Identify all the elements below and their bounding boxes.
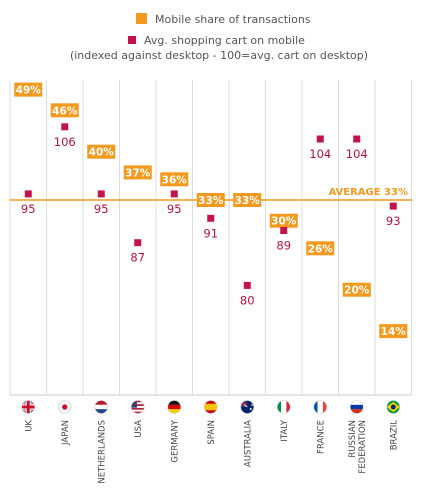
share-box	[269, 213, 298, 228]
share-box	[160, 172, 189, 187]
cart-label: 95	[94, 202, 109, 216]
brazil-flag-icon	[386, 400, 401, 414]
netherlands-flag-icon	[94, 400, 109, 414]
average-label: AVERAGE 33%	[328, 187, 408, 198]
legend-cart-line1: Avg. shopping cart on mobile	[144, 34, 305, 47]
cart-label: 106	[54, 135, 76, 149]
cart-marker	[389, 202, 397, 210]
cart-marker	[24, 190, 32, 198]
cart-label: 104	[346, 147, 368, 161]
share-label: 26%	[308, 243, 334, 255]
share-box	[87, 144, 116, 159]
category-label: USA	[134, 420, 144, 438]
share-label: 36%	[162, 174, 188, 186]
category-label: AUSTRALIA	[243, 420, 253, 467]
cart-marker	[316, 135, 324, 143]
uk-flag-icon	[21, 400, 36, 414]
share-box	[196, 193, 225, 207]
usa-flag-icon	[130, 400, 145, 414]
legend-swatch-cart	[128, 36, 136, 44]
germany-flag-icon	[167, 400, 182, 414]
cart-marker	[353, 135, 361, 143]
cart-label: 95	[21, 202, 36, 216]
category-label: FRANCE	[316, 420, 326, 454]
cart-marker	[243, 281, 251, 289]
category-label: ITALY	[280, 419, 290, 441]
category-label: JAPAN	[61, 420, 71, 446]
legend-mobile-share: Mobile share of transactions	[155, 13, 311, 26]
italy-flag-icon	[276, 400, 291, 414]
legend-cart-line2: (indexed against desktop - 100=avg. cart…	[70, 49, 368, 62]
share-box	[306, 241, 335, 256]
category-axis: UK JAPAN NETHERLANDS USA GERMANY SPAIN AUSTRAL…	[21, 400, 401, 484]
share-label: 20%	[344, 285, 370, 297]
category-label: NETHERLANDS	[97, 420, 107, 484]
cart-marker	[280, 227, 288, 234]
category-label: SPAIN	[207, 420, 217, 445]
marks: 49% 95 46% 106 40% 95 37% 87 36% 95 33% 91 33% 80 30% 8…	[14, 82, 408, 339]
category-label: GERMANY	[170, 419, 180, 462]
legend-swatch-mobile-share	[136, 13, 147, 24]
share-box	[123, 165, 152, 180]
category-label: RUSSIANFEDERATION	[348, 420, 368, 474]
cart-marker	[170, 190, 178, 198]
share-label: 33%	[198, 195, 224, 207]
share-label: 14%	[381, 326, 407, 338]
share-box	[14, 82, 43, 97]
cart-label: 89	[276, 239, 291, 253]
share-label: 49%	[16, 85, 42, 97]
share-label: 46%	[52, 105, 78, 117]
share-label: 33%	[235, 195, 261, 207]
share-label: 37%	[125, 167, 151, 179]
share-box	[379, 324, 408, 339]
grid	[9, 80, 412, 396]
cart-marker	[207, 214, 215, 222]
cart-marker	[134, 239, 142, 247]
cart-label: 95	[167, 202, 182, 216]
cart-marker	[61, 123, 69, 131]
share-box	[233, 193, 262, 207]
share-label: 40%	[89, 147, 115, 159]
category-label: BRAZIL	[389, 420, 399, 451]
share-label: 30%	[271, 216, 297, 228]
spain-flag-icon	[203, 400, 218, 414]
cart-label: 87	[130, 251, 145, 265]
japan-flag-icon	[57, 400, 72, 414]
category-label: UK	[24, 420, 34, 432]
share-box	[342, 282, 371, 297]
cart-label: 80	[240, 293, 255, 307]
cart-label: 91	[203, 226, 218, 240]
france-flag-icon	[313, 400, 328, 414]
share-box	[50, 103, 79, 118]
cart-marker	[97, 190, 105, 198]
russia-flag-icon	[349, 400, 364, 414]
cart-label: 93	[386, 214, 401, 228]
australia-flag-icon	[240, 400, 255, 414]
cart-label: 104	[309, 147, 331, 161]
